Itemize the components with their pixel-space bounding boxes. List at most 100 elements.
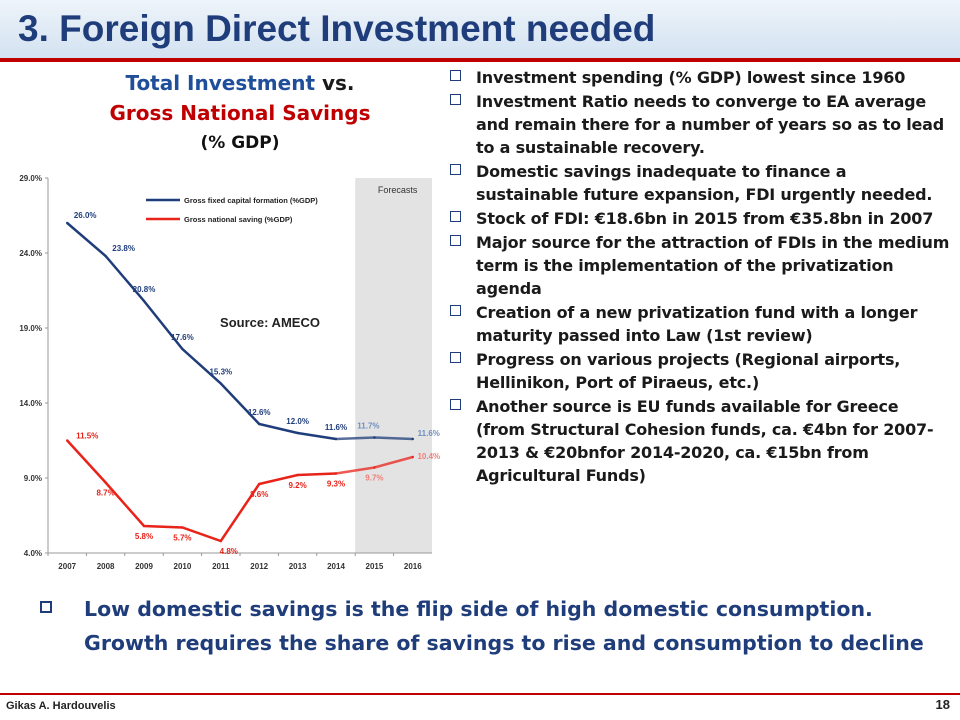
bullet-item: Investment spending (% GDP) lowest since… <box>450 66 950 89</box>
checkbox-icon <box>450 70 461 81</box>
bullet-item: Investment Ratio needs to converge to EA… <box>450 90 950 159</box>
data-label: 9.7% <box>365 474 383 483</box>
checkbox-icon <box>450 94 461 105</box>
bullet-text: Major source for the attraction of FDIs … <box>476 233 950 298</box>
checkbox-icon <box>450 305 461 316</box>
x-tick-label: 2012 <box>250 562 268 571</box>
bottom-checkbox-icon <box>40 601 52 613</box>
source-annotation: Source: AMECO <box>220 315 320 330</box>
data-point <box>181 526 184 529</box>
bullet-text: Domestic savings inadequate to finance a… <box>476 162 933 204</box>
bullet-text: Investment Ratio needs to converge to EA… <box>476 92 945 157</box>
data-point <box>334 472 338 475</box>
x-tick-label: 2007 <box>58 562 76 571</box>
checkbox-icon <box>450 399 461 410</box>
line-chart: Forecasts 4.0% 9.0% 14.0% 19.0% 24.0% 29.0% 200… <box>19 174 440 571</box>
x-tick-label: 2015 <box>366 562 384 571</box>
bullet-item: Stock of FDI: €18.6bn in 2015 from €35.8… <box>450 207 950 230</box>
savings-line <box>66 439 337 543</box>
data-label: 8.7% <box>96 489 114 498</box>
x-tick-label: 2011 <box>212 562 230 571</box>
data-point <box>258 482 261 486</box>
data-label: 11.6% <box>418 429 440 438</box>
x-tick-label: 2013 <box>289 562 307 571</box>
data-point <box>219 382 222 385</box>
data-label: 26.0% <box>74 211 97 220</box>
bullet-text: Creation of a new privatization fund wit… <box>476 303 918 345</box>
bullet-text: Investment spending (% GDP) lowest since… <box>476 68 906 87</box>
chart-heading-line1: Total Investment vs. <box>60 68 420 98</box>
data-point <box>334 437 338 441</box>
data-label: 17.6% <box>171 333 194 342</box>
data-point <box>142 524 146 528</box>
data-label: 5.7% <box>173 534 191 543</box>
bullet-item: Domestic savings inadequate to finance a… <box>450 160 950 206</box>
y-tick-label: 9.0% <box>24 474 42 483</box>
footer-divider <box>0 693 960 695</box>
data-point <box>66 439 69 442</box>
x-tick-label: 2008 <box>97 562 115 571</box>
bottom-bullet-text: Low domestic savings is the flip side of… <box>84 597 924 655</box>
forecast-label: Forecasts <box>378 185 418 195</box>
chart-heading-vs: vs. <box>315 71 355 95</box>
data-label: 20.8% <box>133 285 156 294</box>
data-point <box>296 431 299 435</box>
data-point <box>104 254 107 258</box>
data-point <box>219 539 222 543</box>
data-label: 9.3% <box>327 480 345 489</box>
data-point <box>66 221 69 225</box>
data-point <box>411 455 414 459</box>
data-point <box>411 437 414 441</box>
checkbox-icon <box>450 164 461 175</box>
data-label: 8.6% <box>250 490 268 499</box>
checkbox-icon <box>450 235 461 246</box>
page-number: 18 <box>935 697 950 712</box>
data-label: 10.4% <box>417 452 440 461</box>
chart-heading-investment: Total Investment <box>125 71 316 95</box>
bullet-text: Stock of FDI: €18.6bn in 2015 from €35.8… <box>476 209 934 228</box>
chart-heading: Total Investment vs. Gross National Savi… <box>60 68 420 158</box>
chart-heading-unit: (% GDP) <box>200 133 280 153</box>
y-tick-label: 19.0% <box>19 324 42 333</box>
y-tick-label: 4.0% <box>24 549 42 558</box>
legend-label: Gross national saving (%GDP) <box>184 215 293 224</box>
bullet-item: Creation of a new privatization fund wit… <box>450 301 950 347</box>
data-label: 5.8% <box>135 532 153 541</box>
x-tick-label: 2014 <box>327 562 345 571</box>
checkbox-icon <box>450 211 461 222</box>
investment-line <box>66 222 337 441</box>
slide-title: 3. Foreign Direct Investment needed <box>18 8 656 49</box>
data-label: 4.8% <box>220 547 238 556</box>
data-point <box>373 436 376 439</box>
x-tick-label: 2009 <box>135 562 153 571</box>
y-tick-label: 29.0% <box>19 174 42 183</box>
x-tick-label: 2010 <box>174 562 192 571</box>
data-point <box>142 299 146 303</box>
chart-heading-savings: Gross National Savings <box>109 101 371 125</box>
author-name: Gikas A. Hardouvelis <box>6 700 116 712</box>
title-bar <box>0 0 960 58</box>
bullet-item: Another source is EU funds available for… <box>450 395 950 487</box>
data-point <box>296 473 299 477</box>
bullet-item: Progress on various projects (Regional a… <box>450 348 950 394</box>
data-label: 12.6% <box>248 408 271 417</box>
bullet-text: Another source is EU funds available for… <box>476 397 934 485</box>
bullet-text: Progress on various projects (Regional a… <box>476 350 901 392</box>
bullet-item: Major source for the attraction of FDIs … <box>450 231 950 300</box>
data-label: 9.2% <box>288 481 306 490</box>
x-tick-label: 2016 <box>404 562 422 571</box>
data-point <box>258 422 261 426</box>
data-label: 11.7% <box>357 422 379 431</box>
legend-label: Gross fixed capital formation (%GDP) <box>184 196 318 205</box>
data-point <box>104 481 107 484</box>
checkbox-icon <box>450 352 461 363</box>
bullet-list: Investment spending (% GDP) lowest since… <box>450 66 950 488</box>
data-label: 23.8% <box>112 244 135 253</box>
data-point <box>373 466 376 469</box>
data-label: 12.0% <box>286 417 309 426</box>
title-divider <box>0 58 960 62</box>
data-label: 11.6% <box>325 423 347 432</box>
y-tick-label: 14.0% <box>19 399 42 408</box>
data-point <box>181 347 184 351</box>
data-label: 15.3% <box>209 368 232 377</box>
